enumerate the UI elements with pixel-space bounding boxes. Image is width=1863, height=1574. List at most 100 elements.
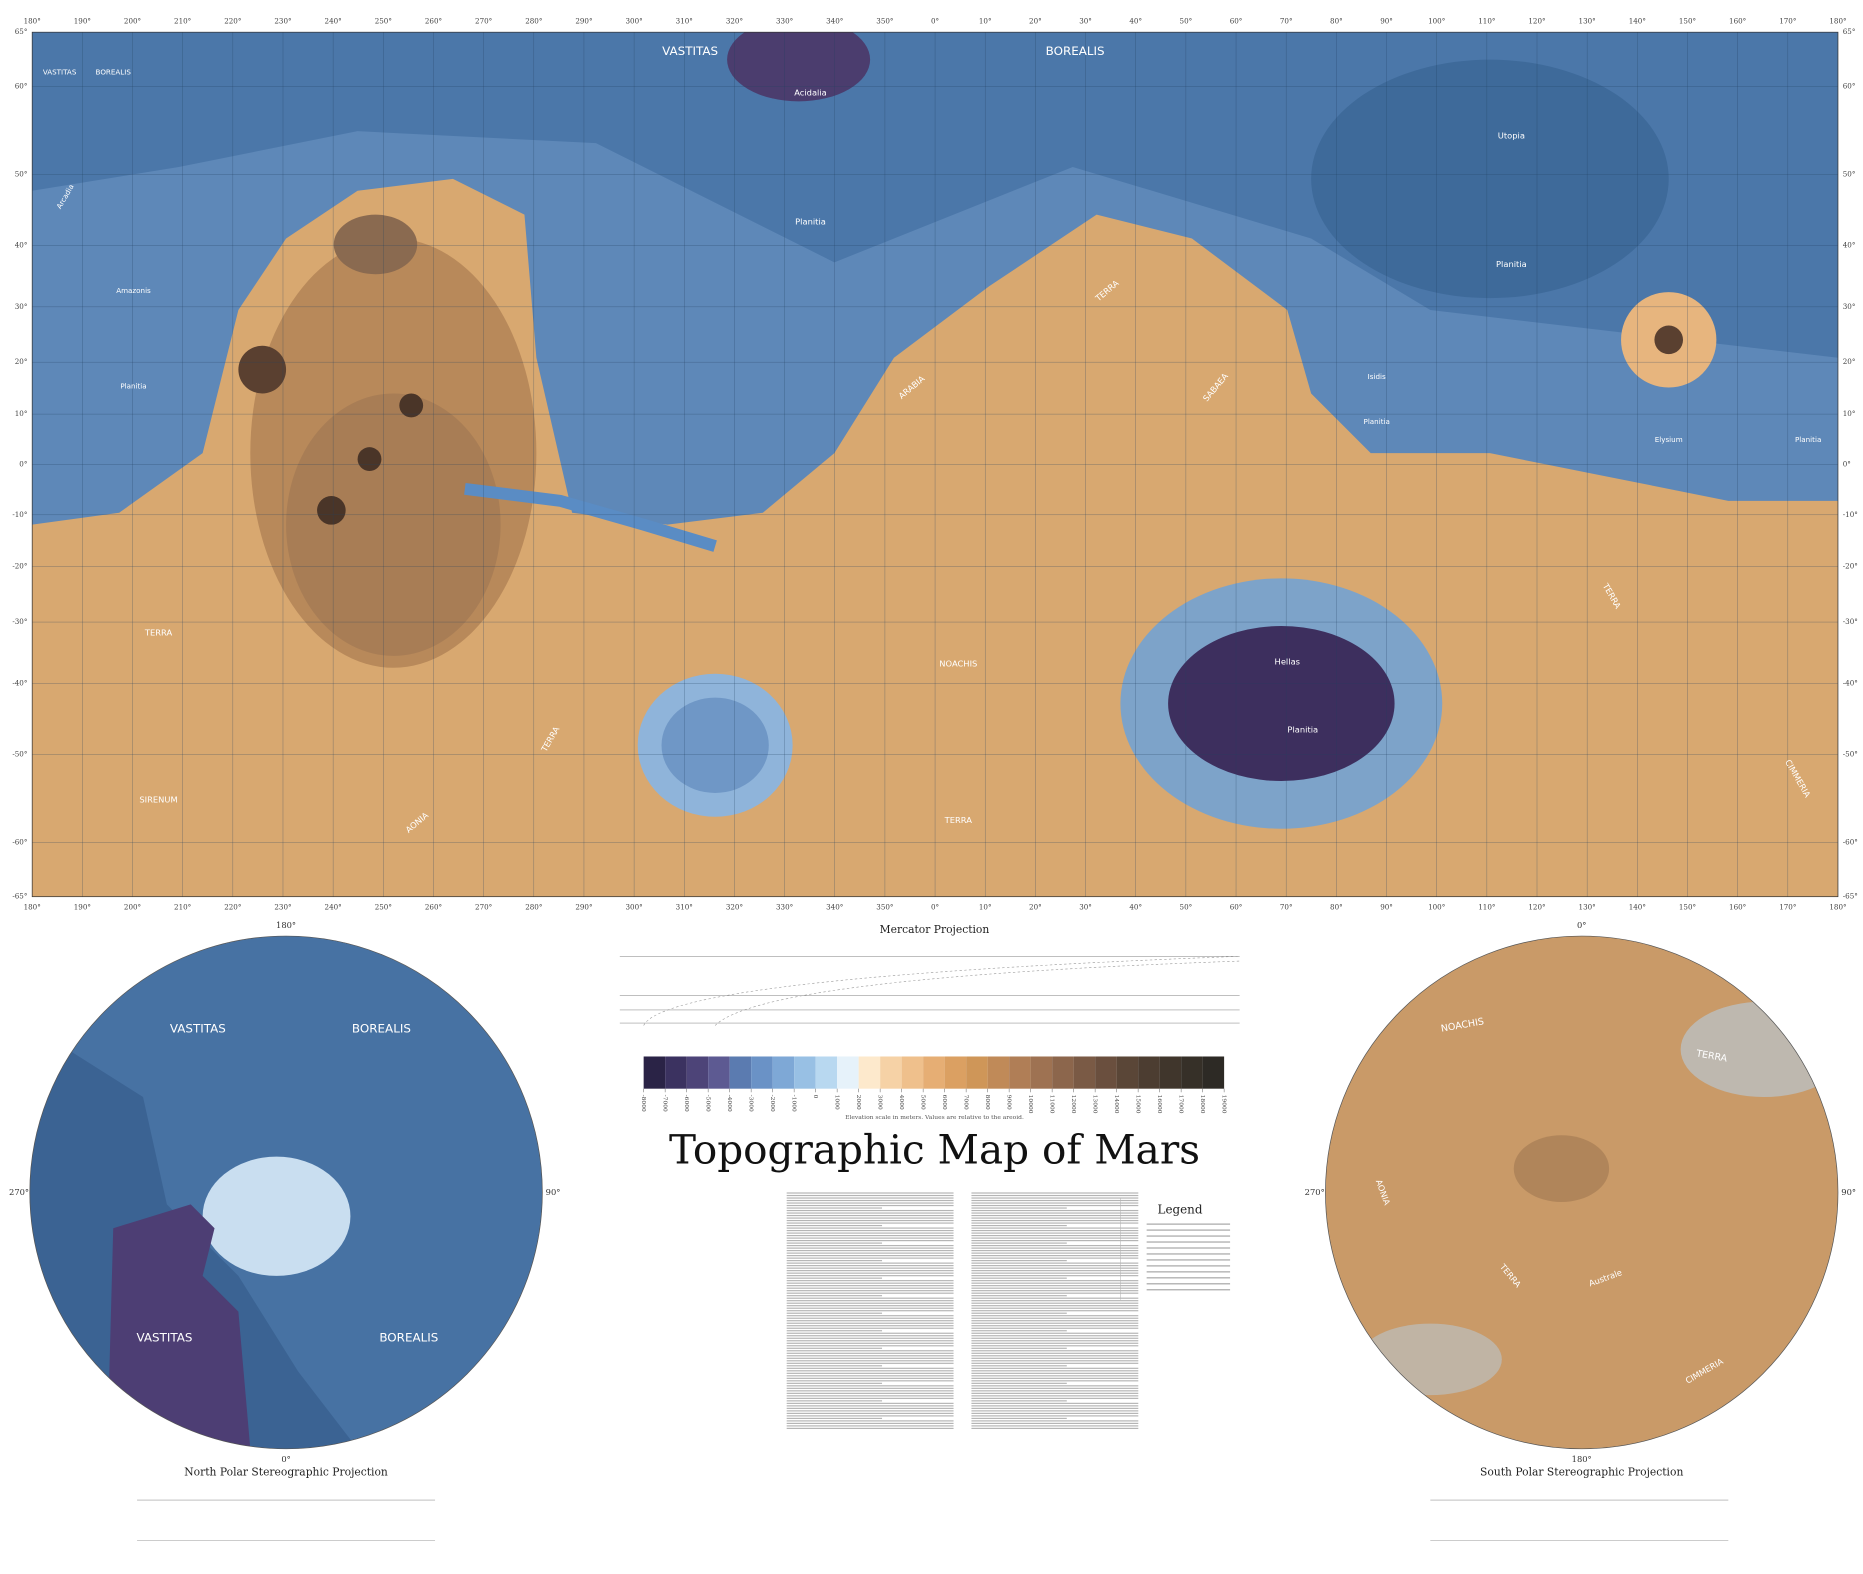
- elevation-tick-label: -7000: [662, 1095, 669, 1112]
- text-line: [786, 1355, 954, 1357]
- lon-label: 300°: [626, 902, 643, 911]
- text-line: [971, 1332, 1139, 1334]
- elevation-tick-label: 13000: [1092, 1095, 1099, 1114]
- lon-label: 110°: [1478, 16, 1495, 25]
- text-line: [786, 1380, 954, 1382]
- lon-label: 130°: [1579, 902, 1596, 911]
- text-line: [786, 1250, 954, 1252]
- lon-label: 310°: [676, 902, 693, 911]
- text-line: [786, 1325, 954, 1327]
- text-line: [786, 1332, 954, 1334]
- text-line: [786, 1390, 954, 1392]
- text-line: [786, 1345, 954, 1347]
- elevation-swatch: [1030, 1056, 1053, 1089]
- text-line: [786, 1422, 954, 1424]
- text-line: [786, 1265, 954, 1267]
- text-line: [971, 1277, 1067, 1279]
- text-line: [786, 1212, 954, 1214]
- text-line: [971, 1275, 1139, 1277]
- text-line: [786, 1240, 954, 1242]
- lon-label: 0°: [931, 902, 939, 911]
- lon-label: 90°: [1380, 902, 1393, 911]
- place-name: Hellas: [1275, 656, 1300, 666]
- text-line: [971, 1422, 1139, 1424]
- text-line: [786, 1335, 954, 1337]
- text-line: [786, 1327, 954, 1329]
- lon-label: 140°: [1629, 16, 1646, 25]
- text-line: [786, 1415, 954, 1417]
- text-line: [786, 1372, 954, 1374]
- text-line: [971, 1232, 1139, 1234]
- lat-label: -65°: [12, 892, 27, 901]
- text-line: [786, 1217, 954, 1219]
- lon-label: 40°: [1129, 16, 1142, 25]
- text-line: [971, 1250, 1139, 1252]
- text-line: [786, 1397, 954, 1399]
- text-line: [971, 1375, 1139, 1377]
- place-name: BOREALIS: [1046, 44, 1105, 58]
- scale-figure: [137, 956, 1729, 1541]
- lon-label: 250°: [375, 902, 392, 911]
- text-line: [786, 1360, 954, 1362]
- text-line: [786, 1234, 954, 1237]
- lat-label: 60°: [1843, 82, 1856, 91]
- lon-label: 340°: [826, 902, 843, 911]
- text-line: [786, 1410, 954, 1412]
- text-line: [971, 1255, 1139, 1257]
- text-line: [971, 1197, 1139, 1199]
- elevation-tick-label: 7000: [963, 1095, 970, 1110]
- lat-label: -30°: [12, 617, 27, 626]
- text-line: [971, 1405, 1139, 1407]
- text-line: [971, 1240, 1139, 1242]
- lon-label: 170°: [1779, 16, 1796, 25]
- title: Topographic Map of Mars: [669, 1126, 1200, 1174]
- lat-label: -65°: [1843, 892, 1858, 901]
- text-line: [786, 1375, 954, 1377]
- place-name: Planitia: [1795, 435, 1821, 444]
- elevation-tick-label: 18000: [1199, 1095, 1206, 1114]
- text-line: [786, 1310, 954, 1312]
- text-line: [971, 1327, 1139, 1329]
- text-line: [786, 1297, 954, 1299]
- place-name: Isidis: [1368, 372, 1386, 381]
- lat-label: 0°: [1843, 459, 1851, 468]
- elevation-tick-label: 16000: [1156, 1095, 1163, 1114]
- text-line: [786, 1342, 954, 1344]
- elevation-swatch: [1138, 1056, 1160, 1089]
- lat-label: -50°: [12, 749, 27, 758]
- text-line: [971, 1340, 1139, 1342]
- lat-label: 20°: [15, 357, 28, 366]
- elevation-tick-label: -5000: [705, 1095, 712, 1112]
- text-line: [971, 1377, 1139, 1379]
- text-line: [786, 1400, 883, 1402]
- place-name: Utopia: [1498, 130, 1525, 140]
- lon-label: 160°: [1729, 16, 1746, 25]
- elevation-tick-label: 12000: [1070, 1095, 1077, 1114]
- place-name: Acidalia: [794, 88, 827, 98]
- text-line: [786, 1237, 954, 1239]
- legend-line: [1146, 1241, 1231, 1243]
- lon-label: 240°: [325, 902, 342, 911]
- north-polar-frame: [29, 935, 543, 1450]
- angle-label: 0°: [281, 1454, 290, 1464]
- text-line: [971, 1417, 1067, 1419]
- text-line: [971, 1410, 1139, 1412]
- south-caption: South Polar Stereographic Projection: [1480, 1466, 1683, 1479]
- text-line: [786, 1229, 954, 1232]
- lat-label: 60°: [15, 82, 28, 91]
- lon-label: 0°: [931, 16, 939, 25]
- angle-label: 90°: [546, 1187, 561, 1197]
- text-line: [786, 1245, 954, 1247]
- place-name: Elysium: [1655, 435, 1683, 444]
- elevation-tick-label: 1000: [834, 1095, 841, 1110]
- place-name: SIRENUM: [139, 795, 177, 805]
- elevation-swatch: [944, 1056, 967, 1089]
- lon-label: 270°: [475, 902, 492, 911]
- text-line: [971, 1224, 1067, 1227]
- elevation-tick-label: -3000: [748, 1095, 755, 1112]
- text-line: [786, 1192, 954, 1194]
- lon-label: 200°: [124, 16, 141, 25]
- text-line: [786, 1427, 954, 1430]
- lon-label: 180°: [24, 16, 41, 25]
- elevation-tick-label: -8000: [640, 1095, 647, 1112]
